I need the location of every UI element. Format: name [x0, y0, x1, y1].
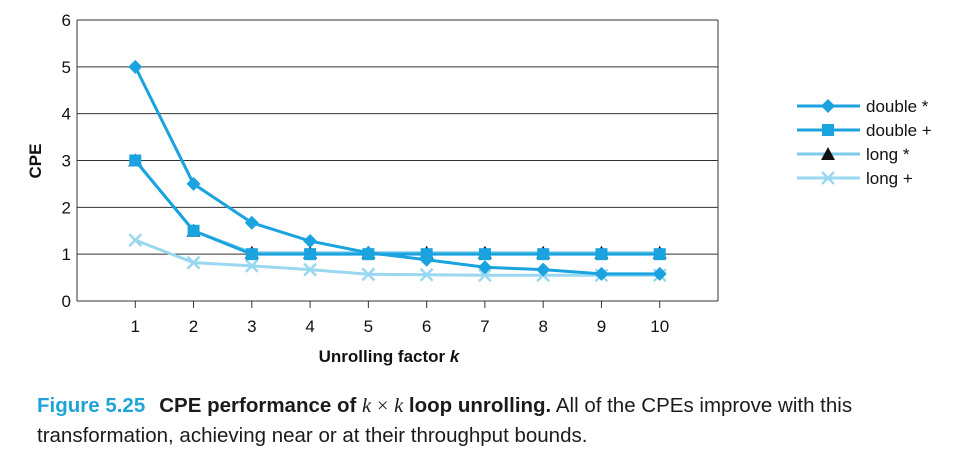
- gridlines: [76, 19, 719, 308]
- y-tick-label: 2: [62, 198, 71, 217]
- x-tick-label: 3: [247, 317, 256, 336]
- y-tick-label: 3: [62, 152, 71, 171]
- data-point-s1-6: [478, 248, 491, 261]
- y-tick-label: 6: [62, 11, 71, 30]
- data-point-s0-3: [303, 234, 318, 249]
- data-point-s1-8: [595, 248, 608, 261]
- y-axis-title: CPE: [26, 144, 45, 179]
- legend-marker-3: [821, 171, 835, 185]
- figure-caption: Figure 5.25 CPE performance of k × k loop…: [37, 391, 952, 451]
- data-point-s0-7: [536, 262, 551, 277]
- data-point-s1-0: [129, 154, 142, 167]
- legend: double * double + long * long +: [797, 97, 932, 188]
- y-tick-label: 4: [62, 105, 71, 124]
- data-point-s0-5: [419, 252, 434, 267]
- x-tick-label: 10: [650, 317, 669, 336]
- data-point-s0-8: [594, 266, 609, 281]
- x-axis-title-text: Unrolling factor: [319, 347, 446, 366]
- y-tick-label: 5: [62, 58, 71, 77]
- x-axis-title: Unrolling factor k: [319, 347, 461, 366]
- data-point-s0-6: [477, 260, 492, 275]
- x-tick-label: 2: [189, 317, 198, 336]
- x-tick-label: 6: [422, 317, 431, 336]
- x-tick-label: 5: [364, 317, 373, 336]
- data-point-s0-2: [244, 215, 259, 230]
- x-axis-title-var: k: [450, 347, 461, 366]
- x-tick-labels: 1 2 3 4 5 6 7 8 9 10: [131, 317, 670, 336]
- data-point-s3-3: [303, 262, 317, 277]
- data-point-s1-3: [304, 248, 317, 261]
- legend-marker-2: [821, 147, 835, 160]
- x-tick-label: 1: [131, 317, 140, 336]
- series-line-3: [134, 238, 660, 277]
- series-line-1: [134, 159, 660, 256]
- caption-title-times: ×: [376, 395, 389, 417]
- caption-title-post: loop unrolling.: [408, 394, 552, 417]
- data-point-s1-2: [245, 248, 258, 261]
- data-point-s3-2: [244, 258, 259, 273]
- x-tick-label: 4: [305, 317, 314, 336]
- caption-title-k2: k: [394, 395, 404, 417]
- data-point-s3-0: [128, 233, 143, 248]
- data-point-s1-7: [537, 248, 550, 261]
- data-point-s1-9: [653, 248, 666, 261]
- data-point-s0-4: [361, 245, 376, 260]
- series-lines: [128, 59, 667, 283]
- cpe-chart: 0 1 2 3 4 5 6 1 2 3 4 5 6 7 8 9 10 CPE Unrolling factor…: [26, 11, 932, 366]
- legend-label-1: double +: [866, 121, 932, 140]
- data-point-s0-1: [186, 176, 201, 191]
- data-point-s3-6: [478, 268, 492, 283]
- y-tick-label: 0: [62, 292, 71, 311]
- data-point-s0-9: [652, 266, 667, 281]
- y-tick-label: 1: [62, 245, 71, 264]
- legend-marker-0: [821, 99, 835, 113]
- series-line-0: [133, 66, 660, 276]
- legend-label-2: long *: [866, 145, 910, 164]
- data-point-s1-1: [187, 224, 200, 237]
- caption-title-k1: k: [362, 395, 372, 417]
- data-point-s3-5: [419, 267, 434, 282]
- caption-title-pre: CPE performance of: [159, 394, 357, 417]
- data-point-s3-4: [361, 267, 376, 282]
- caption-title: CPE performance of k × k loop unrolling.: [159, 394, 551, 417]
- caption-body: All of the CPEs improve with this transf…: [37, 394, 853, 447]
- x-tick-label: 7: [480, 317, 489, 336]
- data-point-s0-0: [128, 59, 143, 74]
- y-tick-labels: 0 1 2 3 4 5 6: [62, 11, 71, 311]
- data-point-s3-1: [186, 255, 201, 270]
- x-tick-label: 8: [538, 317, 547, 336]
- legend-label-0: double *: [866, 97, 929, 116]
- x-tick-label: 9: [597, 317, 606, 336]
- legend-label-3: long +: [866, 169, 913, 188]
- caption-figure-number: Figure 5.25: [37, 394, 146, 417]
- legend-marker-1: [822, 124, 834, 136]
